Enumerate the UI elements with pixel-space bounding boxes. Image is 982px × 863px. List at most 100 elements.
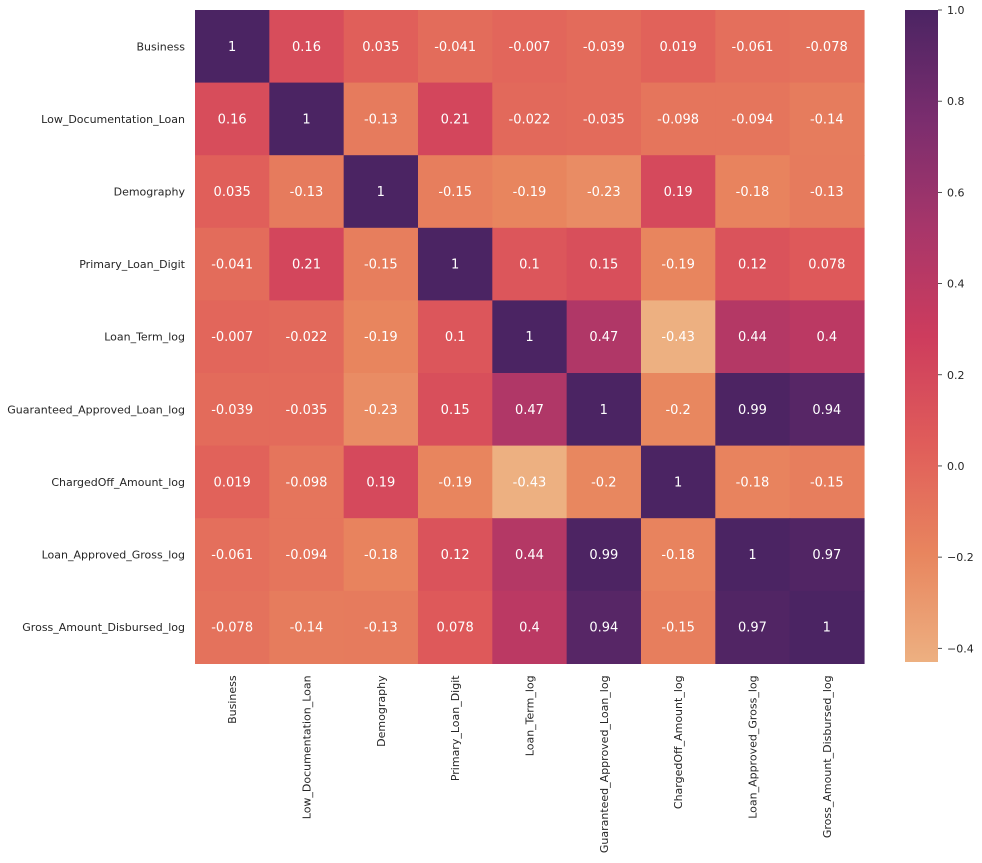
heatmap-cell xyxy=(195,590,270,664)
cell-annotation: 0.12 xyxy=(441,548,470,563)
cell-annotation: 0.47 xyxy=(515,403,544,418)
y-tick-label: Guaranteed_Approved_Loan_log xyxy=(7,403,185,416)
cell-annotation: 0.019 xyxy=(214,475,251,490)
cell-annotation: 0.15 xyxy=(441,403,470,418)
heatmap-cell xyxy=(269,300,345,374)
y-tick-label: ChargedOff_Amount_log xyxy=(51,476,185,489)
cell-annotation: -0.43 xyxy=(661,330,695,345)
x-tick-label: Guaranteed_Approved_Loan_log xyxy=(598,675,611,853)
cell-annotation: -0.13 xyxy=(810,185,844,200)
heatmap-cell xyxy=(269,155,345,229)
heatmap-cell xyxy=(492,518,568,592)
colorbar-tick-label: −0.4 xyxy=(947,642,974,655)
heatmap-cell xyxy=(640,82,716,156)
x-tick-label: Low_Documentation_Loan xyxy=(301,675,314,819)
colorbar-tick-label: −0.2 xyxy=(947,551,974,564)
heatmap-cell xyxy=(343,155,419,229)
cell-annotation: 1 xyxy=(377,185,385,200)
y-tick-labels: Business Low_Documentation_Loan Demography… xyxy=(7,40,185,634)
heatmap-cell xyxy=(343,82,419,156)
cell-annotation: -0.098 xyxy=(657,112,699,127)
cell-annotation: -0.035 xyxy=(583,112,625,127)
heatmap-cell xyxy=(566,155,642,229)
cell-annotation: -0.007 xyxy=(211,330,253,345)
heatmap-cell xyxy=(566,590,642,664)
cell-annotation: -0.19 xyxy=(364,330,398,345)
cell-annotation: -0.15 xyxy=(810,475,844,490)
heatmap-cell xyxy=(417,373,493,447)
heatmap-cell xyxy=(789,300,865,374)
heatmap-cell xyxy=(417,82,493,156)
heatmap-cell xyxy=(269,82,345,156)
cell-annotation: -0.022 xyxy=(286,330,328,345)
cell-annotation: -0.43 xyxy=(513,475,547,490)
cell-annotation: 1 xyxy=(451,258,459,273)
cell-annotation: -0.098 xyxy=(286,475,328,490)
heatmap-cell xyxy=(566,82,642,156)
cell-annotation: 1 xyxy=(674,475,682,490)
x-tick-label: Business xyxy=(226,675,239,724)
y-tick-label: Loan_Approved_Gross_log xyxy=(42,549,185,562)
cell-annotation: -0.061 xyxy=(732,40,774,55)
heatmap-cell xyxy=(789,445,865,519)
cell-annotation: 0.078 xyxy=(808,258,845,273)
heatmap-cell xyxy=(417,10,493,84)
cell-annotation: -0.15 xyxy=(438,185,472,200)
heatmap-cell xyxy=(195,227,270,301)
heatmap-cell xyxy=(195,155,270,229)
heatmap-cell xyxy=(269,590,345,664)
cell-annotation: 0.21 xyxy=(441,112,470,127)
cell-annotation: -0.039 xyxy=(211,403,253,418)
cell-annotation: -0.14 xyxy=(290,621,324,636)
heatmap-cell xyxy=(715,590,791,664)
heatmap-cell xyxy=(492,227,568,301)
cell-annotation: 0.019 xyxy=(660,40,697,55)
cell-annotation: 0.44 xyxy=(738,330,767,345)
heatmap-cell xyxy=(640,155,716,229)
heatmap-cell xyxy=(195,300,270,374)
heatmap-cell xyxy=(789,373,865,447)
heatmap-cell xyxy=(566,300,642,374)
cell-annotation: 0.21 xyxy=(292,258,321,273)
x-tick-label: Loan_Approved_Gross_log xyxy=(746,675,759,818)
heatmap-cell xyxy=(640,227,716,301)
cell-annotation: 0.12 xyxy=(738,258,767,273)
heatmap-cell xyxy=(343,518,419,592)
cell-annotation: 0.078 xyxy=(437,621,474,636)
heatmap-cell xyxy=(195,518,270,592)
cell-annotation: -0.007 xyxy=(509,40,551,55)
cell-annotation: 0.035 xyxy=(362,40,399,55)
cell-annotation: 0.97 xyxy=(738,621,767,636)
colorbar-tick-label: 0.2 xyxy=(947,369,965,382)
y-tick-label: Business xyxy=(136,40,185,53)
heatmap-cell xyxy=(492,445,568,519)
heatmap-cell xyxy=(269,445,345,519)
colorbar-tick-label: 0.4 xyxy=(947,278,965,291)
x-tick-label: Demography xyxy=(375,675,388,747)
heatmap-cell xyxy=(789,227,865,301)
heatmap-cell xyxy=(566,373,642,447)
heatmap-cell xyxy=(417,590,493,664)
cell-annotation: 0.1 xyxy=(519,258,540,273)
heatmap-cell xyxy=(417,445,493,519)
cell-annotation: 0.94 xyxy=(589,621,618,636)
heatmap-cell xyxy=(715,518,791,592)
cell-annotation: -0.18 xyxy=(661,548,695,563)
cell-annotation: -0.041 xyxy=(211,258,253,273)
heatmap-cell xyxy=(640,300,716,374)
x-tick-labels: Business Low_Documentation_Loan Demography… xyxy=(226,675,834,853)
y-tick-label: Loan_Term_log xyxy=(104,331,185,344)
cell-annotation: -0.035 xyxy=(286,403,328,418)
heatmap-cell xyxy=(269,10,345,84)
cell-annotation: 0.1 xyxy=(445,330,466,345)
y-tick-label: Gross_Amount_Disbursed_log xyxy=(22,621,185,634)
y-tick-label: Primary_Loan_Digit xyxy=(79,258,185,271)
colorbar xyxy=(905,10,938,662)
heatmap-cell xyxy=(789,10,865,84)
heatmap-cell xyxy=(789,590,865,664)
cell-annotation: -0.078 xyxy=(806,40,848,55)
cell-annotation: -0.14 xyxy=(810,112,844,127)
cell-annotation: -0.18 xyxy=(364,548,398,563)
cell-annotation: 0.47 xyxy=(589,330,618,345)
